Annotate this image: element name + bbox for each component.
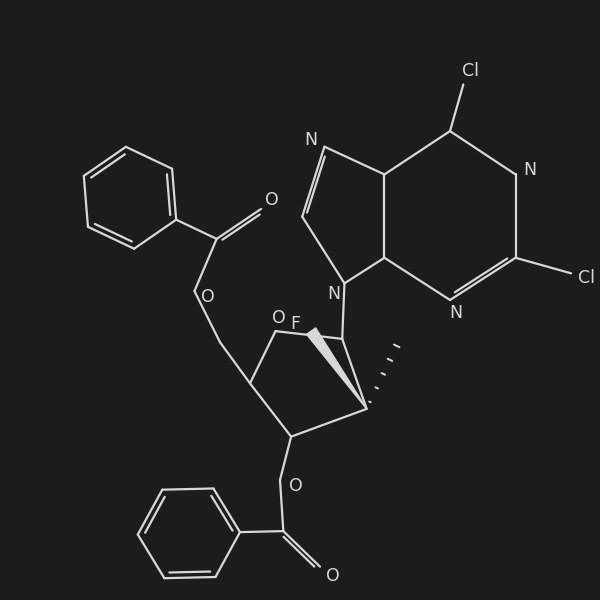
Text: O: O xyxy=(265,191,279,209)
Text: O: O xyxy=(326,566,340,584)
Text: N: N xyxy=(327,286,340,304)
Text: N: N xyxy=(449,304,462,322)
Text: O: O xyxy=(289,476,302,494)
Polygon shape xyxy=(307,328,367,409)
Text: N: N xyxy=(305,131,317,149)
Text: F: F xyxy=(290,316,301,334)
Text: O: O xyxy=(201,287,215,305)
Text: Cl: Cl xyxy=(578,269,595,287)
Text: Cl: Cl xyxy=(461,62,479,80)
Text: O: O xyxy=(272,309,286,327)
Text: N: N xyxy=(523,161,536,179)
